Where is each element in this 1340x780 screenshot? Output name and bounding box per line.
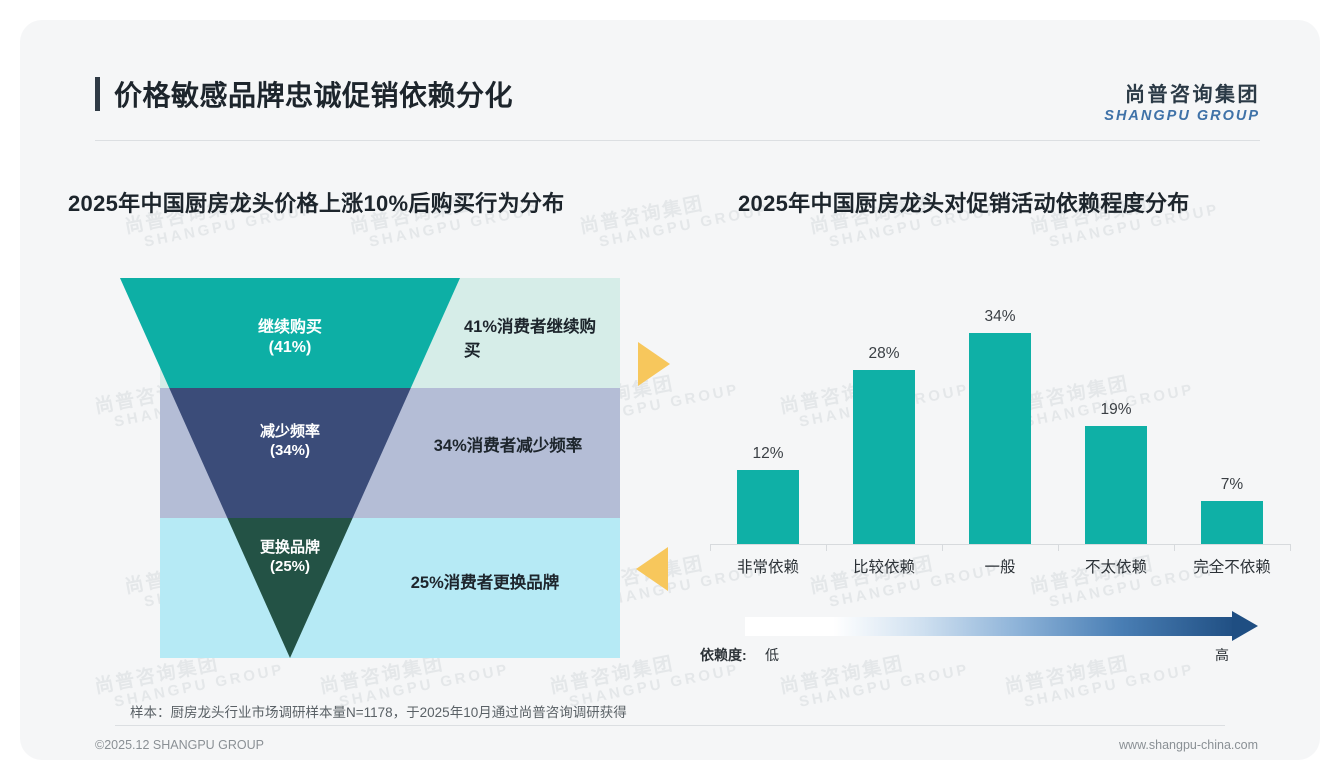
- slide-canvas: 尚普咨询集团 SHANGPU GROUP 尚普咨询集团 SHANGPU GROUP 尚普…: [20, 20, 1320, 760]
- page-title: 价格敏感品牌忠诚促销依赖分化: [95, 74, 513, 114]
- funnel-stage-name: 减少频率: [259, 423, 320, 440]
- slide-title-text: 价格敏感品牌忠诚促销依赖分化: [114, 80, 514, 111]
- logo-chinese-text: 尚普咨询集团: [1125, 84, 1260, 106]
- bar-chart: 12% 28% 34% 19% 7% 非常依赖 比较依赖 一般 不太依赖 完全不依赖: [700, 235, 1300, 595]
- legend-title: 依赖度:: [700, 647, 747, 663]
- funnel-stage-panel: [160, 518, 620, 658]
- legend-high-label: 高: [1215, 647, 1229, 663]
- right-chart-subtitle: 2025年中国厨房龙头对促销活动依赖程度分布: [738, 191, 1190, 216]
- bar-column[interactable]: 7%: [1176, 476, 1288, 545]
- x-axis-label: 一般: [984, 559, 1016, 576]
- bar-column[interactable]: 34%: [944, 307, 1056, 545]
- x-axis-tick: [1058, 544, 1059, 551]
- gradient-bar: [745, 617, 1237, 636]
- play-left-triangle-icon: [636, 547, 668, 591]
- funnel-stage-note: 25%消费者更换品牌: [410, 574, 560, 592]
- x-axis-label: 非常依赖: [736, 559, 799, 576]
- x-axis-label: 比较依赖: [852, 559, 915, 576]
- funnel-stage-note: 41%消费者继续购买: [464, 318, 597, 360]
- sample-note: 样本：厨房龙头行业市场调研样本量N=1178，于2025年10月通过尚普咨询调研…: [130, 705, 627, 720]
- gradient-arrow: [745, 611, 1280, 641]
- bar-value-label: 19%: [1100, 401, 1132, 419]
- funnel-stage-name: 更换品牌: [259, 539, 320, 556]
- bar-rect[interactable]: [853, 370, 915, 545]
- footer-website: www.shangpu-china.com: [1119, 738, 1258, 752]
- funnel-stage-name: 继续购买: [257, 319, 322, 336]
- legend-low-label: 低: [765, 647, 779, 663]
- funnel-stage-label: 更换品牌 (25%): [215, 538, 365, 576]
- bar-rect[interactable]: [1201, 501, 1263, 545]
- bar-rect[interactable]: [969, 332, 1031, 545]
- gradient-arrowhead-icon: [1232, 611, 1258, 641]
- bar-column[interactable]: 12%: [712, 445, 824, 545]
- funnel-stage-shape: [227, 518, 353, 658]
- bar-column[interactable]: 19%: [1060, 401, 1172, 545]
- footer-copyright: ©2025.12 SHANGPU GROUP: [95, 738, 264, 752]
- funnel-stage-value: (34%): [269, 442, 310, 460]
- bar-value-label: 34%: [984, 307, 1016, 325]
- funnel-stage-shape: [120, 278, 460, 388]
- bar-series: 12% 28% 34% 19% 7%: [710, 295, 1290, 545]
- x-axis-tick: [1174, 544, 1175, 551]
- funnel-stage-label: 继续购买 (41%): [215, 318, 365, 359]
- bar-value-label: 28%: [868, 345, 900, 362]
- dependency-gradient-legend: 依赖度: 低 高: [700, 605, 1280, 675]
- x-axis-label: 完全不依赖: [1193, 559, 1271, 576]
- funnel-stage-note: 34%消费者减少频率: [433, 437, 583, 455]
- header-divider: [95, 140, 1260, 141]
- bar-value-label: 7%: [1220, 476, 1244, 494]
- left-chart-subtitle: 2025年中国厨房龙头价格上涨10%后购买行为分布: [68, 191, 565, 216]
- x-axis-categories: 非常依赖 比较依赖 一般 不太依赖 完全不依赖: [710, 555, 1290, 577]
- funnel-stage-value: (41%): [268, 339, 312, 357]
- funnel-stage-shape: [169, 388, 411, 518]
- logo-english-text: SHANGPU GROUP: [1104, 108, 1260, 124]
- x-axis-tick: [942, 544, 943, 551]
- brand-logo: 尚普咨询集团 SHANGPU GROUP: [1104, 78, 1260, 124]
- title-accent-bar: [95, 77, 100, 111]
- play-right-triangle-icon: [638, 342, 670, 386]
- x-axis-tick: [1290, 544, 1291, 551]
- x-axis-label: 不太依赖: [1084, 559, 1147, 576]
- footer-divider: [115, 725, 1225, 726]
- funnel-stage-label: 减少频率 (34%): [215, 422, 365, 460]
- x-axis-tick: [826, 544, 827, 551]
- bar-rect[interactable]: [1085, 426, 1147, 545]
- x-axis-line: [710, 544, 1290, 545]
- bar-column[interactable]: 28%: [828, 345, 940, 545]
- funnel-chart: 继续购买 (41%) 41%消费者继续购买减少频率 (34%) 34%消费者减少频率更换…: [20, 20, 680, 760]
- funnel-svg: [120, 278, 670, 658]
- funnel-stage-value: (25%): [269, 558, 310, 576]
- bar-rect[interactable]: [737, 470, 799, 545]
- x-axis-tick: [710, 544, 711, 551]
- slide-header: 价格敏感品牌忠诚促销依赖分化 尚普咨询集团 SHANGPU GROUP: [20, 20, 1320, 141]
- bar-value-label: 12%: [752, 445, 784, 462]
